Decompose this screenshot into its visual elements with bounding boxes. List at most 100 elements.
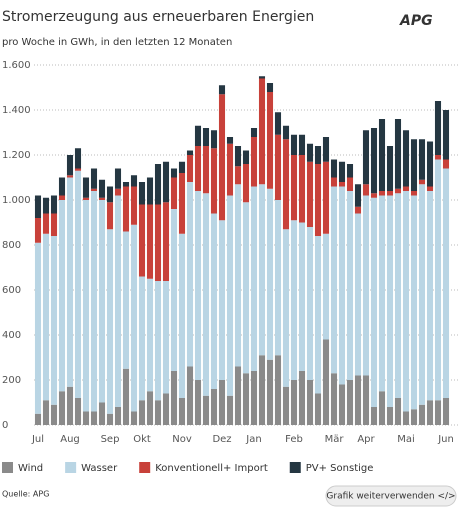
bar-segment: [194, 146, 202, 191]
bar-segment: [426, 191, 434, 401]
bar-segment: [130, 411, 138, 425]
bar-segment: [162, 202, 170, 281]
bar-segment: [122, 231, 130, 369]
bar-segment: [378, 195, 386, 392]
bar-segment: [354, 206, 362, 214]
bar-segment: [218, 380, 226, 425]
bar-segment: [362, 184, 370, 196]
legend-label: Wind: [18, 463, 43, 474]
bar-segment: [346, 380, 354, 425]
y-tick-label: 400: [2, 330, 21, 341]
bar-segment: [330, 373, 338, 425]
bar-segment: [50, 236, 58, 405]
bar-segment: [34, 242, 42, 414]
bar-segment: [66, 386, 74, 425]
y-tick-label: 1.000: [2, 195, 31, 206]
bar-segment: [282, 229, 290, 387]
bar-segment: [346, 191, 354, 380]
bar-segment: [114, 188, 122, 196]
bar-segment: [362, 130, 370, 185]
bar-segment: [306, 161, 314, 227]
bar-segment: [146, 391, 154, 425]
x-tick-label: Feb: [285, 434, 303, 445]
bar-segment: [202, 146, 210, 194]
bar-segment: [442, 168, 450, 398]
bar-segment: [226, 137, 234, 144]
bar-segment: [210, 213, 218, 389]
bar-segment: [74, 168, 82, 171]
bar-segment: [266, 188, 274, 360]
bar-segment: [114, 407, 122, 425]
bar-segment: [418, 139, 426, 180]
bar-segment: [122, 182, 130, 187]
bar-segment: [34, 218, 42, 243]
bar-segment: [226, 143, 234, 196]
bar-segment: [394, 398, 402, 425]
bar-segment: [130, 224, 138, 412]
bar-segment: [282, 386, 290, 425]
bar-segment: [138, 400, 146, 425]
bar-segment: [106, 413, 114, 425]
bar-segment: [58, 391, 66, 425]
bar-segment: [242, 373, 250, 425]
bar-segment: [210, 148, 218, 214]
bar-segment: [442, 110, 450, 160]
y-tick-label: 0: [2, 420, 8, 431]
bar-segment: [242, 202, 250, 374]
bar-segment: [122, 186, 130, 232]
legend-swatch: [289, 462, 301, 473]
bar-segment: [322, 161, 330, 234]
bar-segment: [162, 161, 170, 203]
bar-segment: [114, 195, 122, 407]
bar-segment: [178, 173, 186, 234]
bar-segment: [90, 191, 98, 412]
y-tick-label: 600: [2, 285, 21, 296]
bar-segment: [42, 400, 50, 425]
bar-segment: [194, 191, 202, 380]
bar-segment: [394, 193, 402, 398]
bar-segment: [338, 384, 346, 425]
bar-segment: [346, 164, 354, 178]
bar-segment: [218, 85, 226, 95]
bar-segment: [378, 391, 386, 425]
share-button[interactable]: [325, 485, 457, 507]
bar-segment: [114, 168, 122, 189]
share-button-label[interactable]: Grafik weiterverwenden </>: [326, 492, 455, 502]
bar-segment: [42, 197, 50, 214]
bar-segment: [66, 177, 74, 387]
legend-swatch: [2, 462, 13, 473]
bar-segment: [314, 164, 322, 236]
bar-segment: [210, 389, 218, 425]
x-tick-label: Dez: [212, 434, 231, 445]
bar-segment: [418, 404, 426, 425]
bar-segment: [426, 186, 434, 191]
logo: APG: [399, 13, 433, 29]
bar-segment: [378, 119, 386, 191]
bar-segment: [330, 159, 338, 178]
x-tick-label: Apr: [357, 434, 375, 445]
bar-segment: [314, 393, 322, 425]
bar-segment: [274, 134, 282, 200]
bar-segment: [322, 339, 330, 425]
bar-segment: [418, 184, 426, 405]
bar-segment: [154, 281, 162, 401]
bar-segment: [154, 204, 162, 281]
bar-segment: [426, 400, 434, 425]
bar-segment: [146, 204, 154, 279]
bar-segment: [138, 204, 146, 277]
bar-segment: [354, 213, 362, 376]
bar-segment: [266, 359, 274, 425]
bar-segment: [274, 355, 282, 425]
bar-segment: [106, 202, 114, 230]
bar-segment: [362, 195, 370, 376]
bar-segment: [178, 233, 186, 398]
bar-segment: [298, 155, 306, 223]
bar-segment: [306, 143, 314, 162]
bar-segment: [354, 375, 362, 425]
x-tick-label: Sep: [101, 434, 120, 445]
bar-segment: [338, 161, 346, 182]
bar-segment: [386, 407, 394, 425]
bar-segment: [82, 200, 90, 412]
bar-segment: [410, 191, 418, 196]
bar-segment: [98, 179, 106, 198]
